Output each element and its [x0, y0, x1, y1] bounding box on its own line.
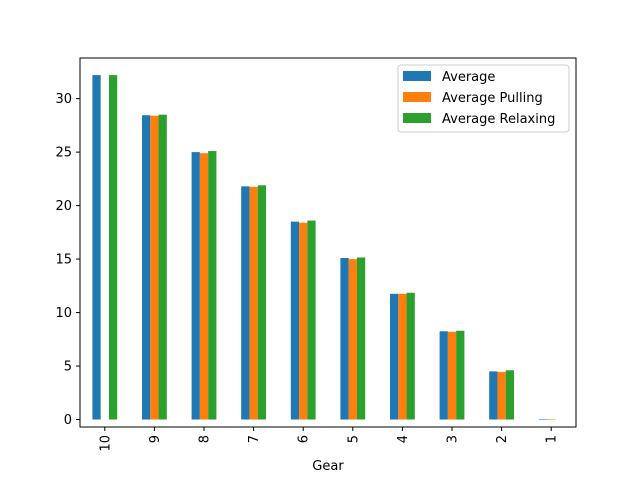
- bar: [398, 293, 407, 420]
- y-tick-label: 25: [55, 146, 72, 161]
- bar: [390, 293, 399, 420]
- bar: [497, 371, 506, 420]
- legend-label: Average Relaxing: [442, 112, 555, 127]
- x-tick-label: 2: [495, 435, 510, 443]
- bar: [307, 220, 316, 420]
- y-axis: 0 5 10 15 20 25 30: [55, 92, 80, 428]
- y-tick-label: 10: [55, 306, 72, 321]
- x-tick-label: 5: [346, 435, 361, 443]
- x-axis: 10 9 8 7 6 5 4 3 2 1: [98, 427, 560, 452]
- bar: [406, 292, 415, 420]
- x-tick-label: 3: [446, 435, 461, 443]
- bar: [447, 331, 457, 420]
- legend-box: [397, 64, 570, 133]
- bar: [489, 371, 498, 420]
- legend-label: Average: [442, 70, 495, 85]
- legend-swatch: [403, 92, 431, 102]
- x-axis-label: Gear: [312, 459, 344, 474]
- bar: [340, 258, 349, 420]
- bar: [208, 151, 217, 420]
- x-tick-label: 7: [247, 435, 262, 443]
- bar: [92, 75, 101, 420]
- x-tick-label: 6: [297, 435, 312, 443]
- x-tick-label: 4: [396, 435, 411, 443]
- bar: [257, 185, 266, 420]
- bar: [356, 257, 366, 420]
- y-tick-label: 0: [64, 413, 72, 428]
- legend: Average Average Pulling Average Relaxing: [397, 64, 570, 133]
- y-tick-label: 30: [55, 92, 72, 107]
- y-tick-label: 15: [55, 253, 72, 268]
- bar: [505, 370, 514, 420]
- bar: [547, 418, 556, 420]
- bar: [249, 186, 258, 420]
- axes-frame: [79, 57, 577, 428]
- bar: [150, 115, 159, 420]
- bar: [538, 418, 548, 420]
- x-tick-label: 8: [198, 435, 213, 443]
- bars-group: [92, 75, 556, 420]
- y-tick-label: 20: [55, 199, 72, 214]
- bar: [199, 153, 209, 420]
- bar: [299, 222, 308, 420]
- legend-swatch: [403, 113, 431, 123]
- bar: [108, 75, 118, 420]
- bar: [456, 330, 465, 420]
- bar: [348, 259, 357, 420]
- bar: [191, 152, 200, 420]
- bar: [439, 331, 448, 420]
- bar: [142, 115, 151, 420]
- bar: [241, 186, 250, 420]
- x-tick-label: 1: [545, 435, 560, 443]
- bar: [158, 114, 167, 420]
- y-tick-label: 5: [64, 360, 72, 375]
- bar: [290, 221, 300, 420]
- x-tick-label: 9: [148, 435, 163, 443]
- legend-swatch: [403, 71, 431, 81]
- legend-label: Average Pulling: [442, 91, 543, 106]
- x-tick-label: 10: [98, 435, 113, 452]
